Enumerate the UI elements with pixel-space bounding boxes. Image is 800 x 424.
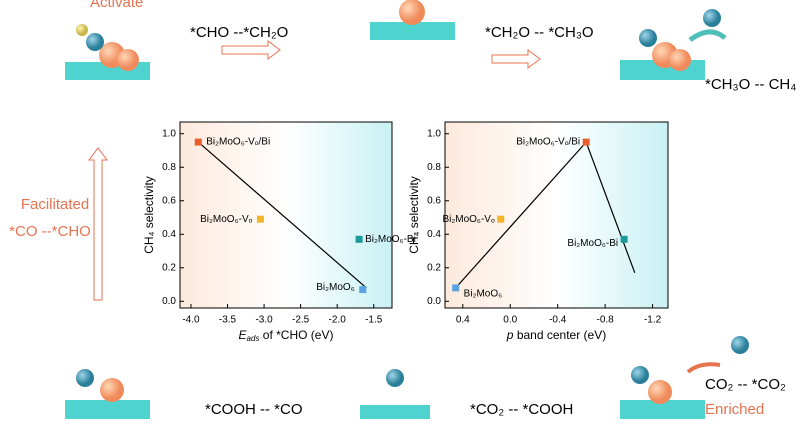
note: Activate [90, 0, 143, 11]
y-tick-label: 0.6 [427, 195, 441, 206]
y-tick-label: 0.6 [162, 195, 176, 206]
y-tick-label: 0.4 [427, 229, 441, 240]
x-tick-label: -2.5 [292, 315, 310, 326]
point-label: Bi₂MoO₆-Vₒ [442, 214, 494, 225]
x-tick-label: -3.0 [255, 315, 273, 326]
x-label-subscript: ads [247, 334, 260, 343]
note: *CH₃O -- CH₄ [705, 76, 796, 93]
y-tick-label: 1.0 [162, 128, 176, 139]
point-label: Bi₂MoO₆ [316, 282, 354, 293]
point [497, 215, 505, 223]
point [256, 215, 264, 223]
point [359, 286, 367, 294]
y-tick-label: 0.8 [427, 162, 441, 173]
x-tick-label: -3.5 [219, 315, 237, 326]
point [452, 284, 460, 292]
note: CO₂ -- *CO₂ [705, 376, 786, 393]
annotations: Activate *CHO --*CH₂O *CH₂O -- *CH₃O *CH… [9, 0, 796, 418]
x-tick-label: 0.0 [503, 315, 517, 326]
y-tick-label: 0.2 [427, 262, 441, 273]
y-axis-label: CH₄ selectivity [407, 176, 421, 254]
y-tick-label: 1.0 [427, 128, 441, 139]
point [582, 138, 590, 146]
y-tick-label: 0.0 [427, 296, 441, 307]
x-tick-label: -4.0 [182, 315, 200, 326]
x-tick-label: -2.0 [329, 315, 347, 326]
point [620, 235, 628, 243]
point-label: Bi₂MoO₆ [464, 289, 502, 300]
note: *CO₂ -- *COOH [470, 401, 573, 418]
note: *COOH -- *CO [205, 401, 303, 418]
x-tick-label: -0.4 [549, 315, 567, 326]
y-tick-label: 0.2 [162, 262, 176, 273]
plot-area [179, 121, 393, 309]
x-label-text: band center (eV) [513, 328, 606, 342]
point-label: Bi₂MoO₆-Bi [567, 238, 618, 249]
trend-line [197, 141, 367, 289]
point [194, 138, 202, 146]
x-label-symbol: E [239, 328, 248, 342]
y-tick-label: 0.4 [162, 229, 176, 240]
y-tick-label: 0.8 [162, 162, 176, 173]
note: Enriched [705, 401, 764, 418]
point-label: Bi₂MoO₆-Vₒ [200, 214, 252, 225]
note: Facilitated [21, 196, 89, 213]
x-tick-label: 0.4 [456, 315, 470, 326]
x-label-text: of *CHO (eV) [259, 328, 333, 342]
point-label: Bi₂MoO₆-Bi [365, 234, 416, 245]
decorations [65, 0, 749, 419]
point [355, 235, 363, 243]
y-axis-label: CH₄ selectivity [142, 176, 156, 254]
x-axis-label: p band center (eV) [506, 328, 606, 342]
x-tick-label: -1.5 [365, 315, 383, 326]
x-label-symbol: p [506, 328, 514, 342]
x-tick-label: -0.8 [597, 315, 615, 326]
plot-area [444, 121, 669, 309]
note: *CHO --*CH₂O [190, 24, 288, 41]
y-tick-label: 0.0 [162, 296, 176, 307]
note: *CH₂O -- *CH₃O [485, 24, 594, 41]
x-tick-label: -1.2 [644, 315, 662, 326]
note: *CO --*CHO [9, 223, 91, 240]
x-axis-label: Eads of *CHO (eV) [239, 328, 334, 343]
point-label: Bi₂MoO₆-Vₒ/Bi [516, 137, 580, 148]
point-label: Bi₂MoO₆-Vₒ/Bi [206, 137, 270, 148]
